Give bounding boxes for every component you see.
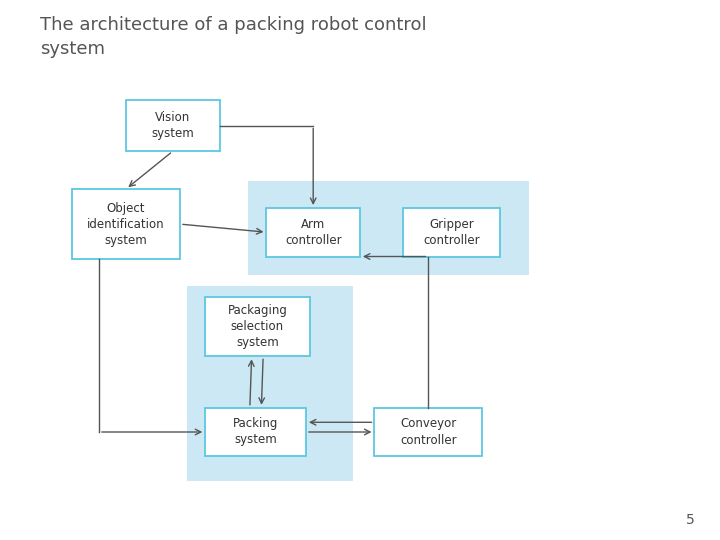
FancyBboxPatch shape: [248, 181, 529, 275]
FancyBboxPatch shape: [205, 297, 310, 356]
FancyBboxPatch shape: [374, 408, 482, 456]
Text: Packaging
selection
system: Packaging selection system: [228, 304, 287, 349]
Text: Vision
system: Vision system: [151, 111, 194, 140]
FancyBboxPatch shape: [266, 208, 360, 256]
Text: Arm
controller: Arm controller: [285, 218, 341, 247]
Text: 5: 5: [686, 512, 695, 526]
Text: Conveyor
controller: Conveyor controller: [400, 417, 456, 447]
FancyBboxPatch shape: [126, 100, 220, 151]
Text: Object
identification
system: Object identification system: [87, 201, 165, 247]
Text: Packing
system: Packing system: [233, 417, 279, 447]
Text: The architecture of a packing robot control
system: The architecture of a packing robot cont…: [40, 16, 426, 58]
FancyBboxPatch shape: [187, 286, 353, 481]
FancyBboxPatch shape: [205, 408, 306, 456]
Text: Gripper
controller: Gripper controller: [423, 218, 480, 247]
FancyBboxPatch shape: [403, 208, 500, 256]
FancyBboxPatch shape: [72, 189, 180, 259]
